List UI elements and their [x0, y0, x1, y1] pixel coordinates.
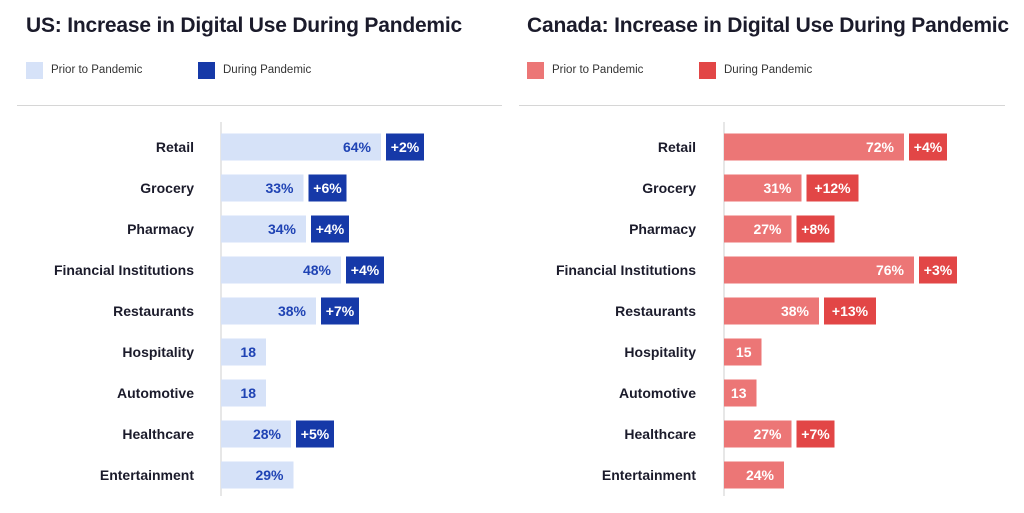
category-label: Hospitality: [122, 344, 194, 360]
bar-during: [824, 297, 876, 325]
bar-prior: [724, 420, 792, 448]
bar-prior: [221, 297, 316, 325]
bar-prior-value-label: 27%: [753, 426, 782, 442]
bar-prior: [724, 461, 784, 489]
bar-during-value-label: +13%: [832, 303, 869, 319]
bar-during: [806, 174, 859, 202]
us-chart-panel: US: Increase in Digital Use During Pande…: [0, 0, 502, 513]
bar-during-value-label: +7%: [326, 303, 355, 319]
legend-label-prior: Prior to Pandemic: [51, 64, 143, 76]
legend-swatch-during: [699, 62, 716, 79]
bar-prior: [724, 297, 819, 325]
chart-title: US: Increase in Digital Use During Pande…: [26, 14, 463, 37]
bar-prior-value-label: 38%: [278, 303, 307, 319]
category-label: Retail: [658, 139, 696, 155]
bar-during-value-label: +4%: [914, 139, 943, 155]
bar-prior: [221, 461, 294, 489]
legend-swatch-prior: [527, 62, 544, 79]
bar-during-value-label: +7%: [801, 426, 830, 442]
bar-during: [311, 215, 349, 243]
bar-prior: [221, 338, 266, 366]
chart-title: Canada: Increase in Digital Use During P…: [527, 14, 1009, 37]
bar-prior-value-label: 27%: [753, 221, 782, 237]
bar-during-value-label: +12%: [814, 180, 851, 196]
bar-prior: [724, 174, 802, 202]
category-label: Financial Institutions: [556, 262, 696, 278]
legend-label-during: During Pandemic: [223, 64, 312, 76]
bar-prior: [221, 256, 341, 284]
category-label: Entertainment: [100, 467, 194, 483]
bar-prior: [221, 420, 291, 448]
bar-prior-value-label: 13: [731, 385, 747, 401]
bar-during-value-label: +4%: [351, 262, 380, 278]
header-divider: [17, 105, 502, 106]
category-label: Healthcare: [122, 426, 194, 442]
canada-bar-chart: Retail 72% +4% Grocery 31% +12% Pharmacy 27% +8%…: [556, 122, 957, 496]
category-label: Hospitality: [624, 344, 696, 360]
bar-prior-value-label: 24%: [746, 467, 775, 483]
category-label: Pharmacy: [127, 221, 194, 237]
legend-label-prior: Prior to Pandemic: [552, 64, 644, 76]
bar-prior: [724, 338, 762, 366]
bar-prior-value-label: 31%: [763, 180, 792, 196]
category-label: Healthcare: [624, 426, 696, 442]
legend-swatch-prior: [26, 62, 43, 79]
legend-label-during: During Pandemic: [724, 64, 813, 76]
bar-prior-value-label: 18: [240, 344, 256, 360]
bar-prior: [221, 174, 304, 202]
bar-during: [796, 420, 835, 448]
bar-during-value-label: +8%: [801, 221, 830, 237]
bar-prior: [221, 133, 381, 161]
bar-during: [919, 256, 957, 284]
bar-prior: [221, 215, 306, 243]
legend-swatch-during: [198, 62, 215, 79]
bar-during: [321, 297, 359, 325]
category-label: Automotive: [117, 385, 194, 401]
bar-prior-value-label: 72%: [866, 139, 895, 155]
bar-prior-value-label: 48%: [303, 262, 332, 278]
bar-during-value-label: +3%: [924, 262, 953, 278]
category-label: Restaurants: [615, 303, 696, 319]
bar-during: [386, 133, 424, 161]
bar-during-value-label: +4%: [316, 221, 345, 237]
canada-chart-panel: Canada: Increase in Digital Use During P…: [510, 0, 1010, 513]
category-label: Grocery: [642, 180, 696, 196]
bar-prior-value-label: 28%: [253, 426, 282, 442]
bar-during-value-label: +5%: [301, 426, 330, 442]
category-label: Pharmacy: [629, 221, 696, 237]
bar-prior-value-label: 18: [240, 385, 256, 401]
bar-prior-value-label: 15: [736, 344, 752, 360]
bar-during: [346, 256, 384, 284]
bar-during-value-label: +6%: [313, 180, 342, 196]
bar-prior: [724, 256, 914, 284]
bar-during: [909, 133, 947, 161]
bar-prior: [724, 215, 792, 243]
bar-prior-value-label: 38%: [781, 303, 810, 319]
bar-during-value-label: +2%: [391, 139, 420, 155]
bar-prior-value-label: 34%: [268, 221, 297, 237]
bar-prior-value-label: 76%: [876, 262, 905, 278]
bar-prior: [724, 379, 757, 407]
category-label: Restaurants: [113, 303, 194, 319]
category-label: Grocery: [140, 180, 194, 196]
category-label: Financial Institutions: [54, 262, 194, 278]
bar-prior-value-label: 33%: [265, 180, 294, 196]
bar-prior: [724, 133, 904, 161]
header-divider: [519, 105, 1005, 106]
us-bar-chart: Retail 64% +2% Grocery 33% +6% Pharmacy 34% +4% F…: [54, 122, 424, 496]
category-label: Automotive: [619, 385, 696, 401]
category-label: Entertainment: [602, 467, 696, 483]
bar-during: [296, 420, 334, 448]
bar-prior-value-label: 29%: [255, 467, 284, 483]
bar-during: [796, 215, 835, 243]
bar-prior-value-label: 64%: [343, 139, 372, 155]
bar-prior: [221, 379, 266, 407]
category-label: Retail: [156, 139, 194, 155]
bar-during: [308, 174, 347, 202]
